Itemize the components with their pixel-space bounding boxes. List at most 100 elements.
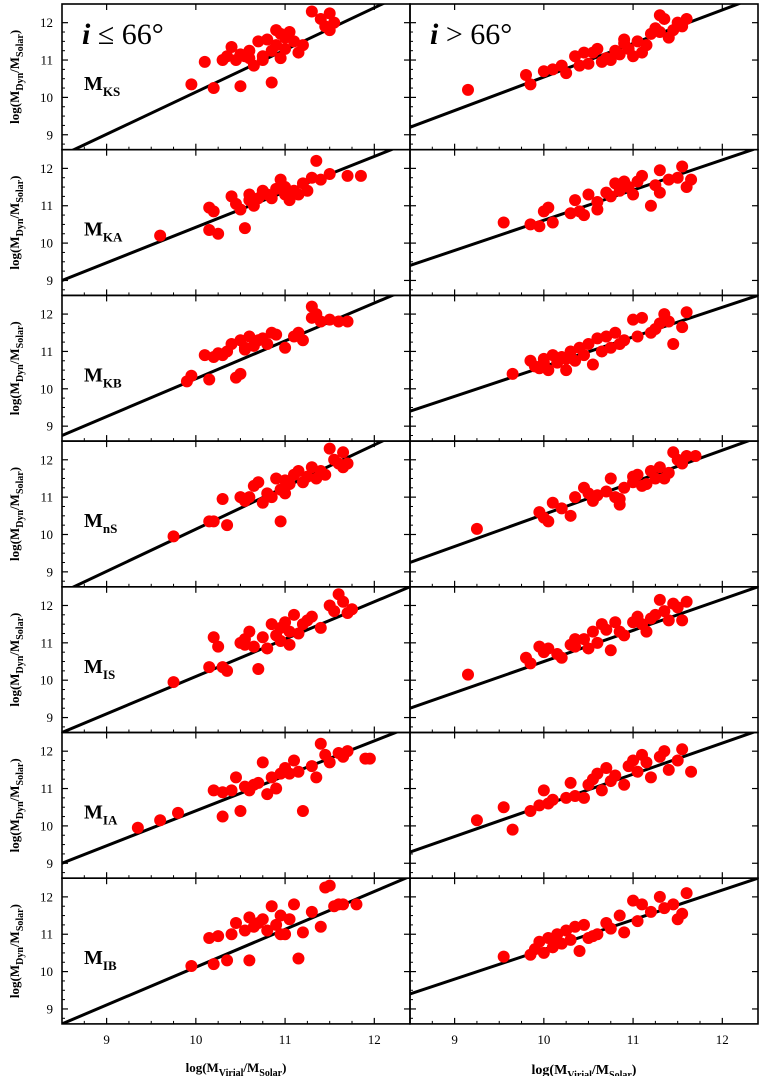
data-point	[604, 644, 617, 657]
y-tick-label: 12	[40, 452, 53, 467]
data-point	[497, 801, 510, 814]
row-label: MKS	[84, 73, 120, 99]
data-point	[667, 337, 680, 350]
y-axis-label-text: log(MDyn/MSolar)	[7, 321, 26, 415]
data-point	[167, 676, 180, 689]
data-point	[212, 640, 225, 653]
data-point	[653, 890, 666, 903]
subscript: Solar	[15, 179, 26, 202]
y-tick-label: 10	[40, 381, 53, 396]
subscript: Dyn	[15, 218, 26, 236]
data-point	[283, 625, 296, 638]
data-point	[350, 898, 363, 911]
data-point	[238, 343, 251, 356]
data-point	[689, 450, 702, 463]
data-point	[640, 625, 653, 638]
data-point	[270, 472, 283, 485]
data-point	[613, 909, 626, 922]
data-point	[667, 898, 680, 911]
data-point	[203, 373, 216, 386]
data-point	[591, 636, 604, 649]
data-point	[279, 487, 292, 500]
data-point	[578, 633, 590, 646]
data-point	[283, 913, 296, 926]
data-point	[212, 930, 225, 943]
label-part: )	[7, 758, 22, 762]
data-point	[537, 784, 550, 797]
row-label: MIA	[84, 802, 118, 828]
data-point	[288, 754, 300, 767]
subscript: Solar	[15, 471, 26, 494]
y-axis-label-text: log(MDyn/MSolar)	[7, 467, 26, 561]
subscript: Solar	[609, 1070, 632, 1076]
data-point	[680, 450, 693, 463]
data-point	[154, 229, 167, 242]
y-tick-label: 11	[40, 53, 53, 68]
y-axis-label: log(MDyn/MSolar)	[7, 30, 26, 124]
data-point	[243, 954, 256, 967]
data-point	[314, 621, 327, 634]
x-tick-label: 12	[368, 1032, 381, 1047]
data-point	[261, 642, 274, 655]
data-point	[627, 313, 640, 326]
column-title-var: i	[82, 18, 91, 51]
fit-line	[410, 149, 758, 267]
label-part: )	[7, 613, 22, 617]
data-point	[524, 218, 537, 231]
panel-frame	[409, 731, 759, 879]
data-point	[256, 631, 269, 644]
data-point	[462, 83, 474, 96]
data-point	[609, 326, 622, 339]
row-label-main: M	[84, 510, 103, 532]
y-tick-label: 9	[47, 710, 54, 725]
data-point	[569, 194, 582, 207]
data-point	[671, 601, 684, 614]
subscript: Virial	[567, 1070, 592, 1076]
data-point	[591, 203, 604, 216]
data-point	[185, 369, 198, 382]
data-point	[323, 442, 336, 455]
data-point	[234, 48, 247, 61]
data-point	[252, 662, 265, 675]
data-point	[644, 905, 657, 918]
panel-ks-right: i > 66°	[409, 3, 759, 151]
data-point	[341, 745, 354, 758]
y-tick-label: 9	[47, 856, 54, 871]
data-point	[243, 911, 256, 924]
data-point	[676, 907, 689, 920]
label-part: log(M	[7, 819, 22, 852]
x-tick-label: 10	[189, 1032, 202, 1047]
data-point	[341, 457, 354, 470]
data-point	[283, 26, 296, 39]
data-point	[506, 823, 519, 836]
data-point	[270, 182, 283, 195]
label-part: )	[282, 1060, 286, 1075]
data-point	[685, 765, 698, 778]
data-point	[203, 661, 216, 674]
data-point	[305, 610, 318, 623]
data-point	[305, 5, 318, 18]
data-point	[622, 181, 635, 194]
row-label: MKA	[84, 219, 123, 245]
fit-line	[410, 732, 758, 854]
panel-frame	[409, 585, 759, 734]
x-axis-label-right: log(MVirial/MSolar)	[532, 1063, 637, 1076]
data-point	[569, 491, 582, 504]
data-point	[238, 638, 251, 651]
y-tick-label: 12	[40, 744, 53, 759]
data-point	[591, 42, 604, 55]
row-label-main: M	[84, 802, 103, 824]
row-label: MIS	[84, 656, 115, 682]
row-label-sub: nS	[103, 521, 117, 536]
data-point	[618, 926, 631, 939]
data-point	[618, 334, 631, 347]
data-point	[256, 496, 269, 509]
data-point	[653, 317, 666, 330]
data-point	[230, 917, 242, 930]
data-point	[600, 761, 613, 774]
data-point	[542, 515, 555, 528]
y-axis-label-text: log(MDyn/MSolar)	[7, 30, 26, 124]
panel-ib-right: 9 10 11 12	[409, 877, 759, 1047]
data-point	[551, 935, 564, 948]
x-axis-label-left-text: log(MVirial/MSolar)	[186, 1060, 287, 1076]
